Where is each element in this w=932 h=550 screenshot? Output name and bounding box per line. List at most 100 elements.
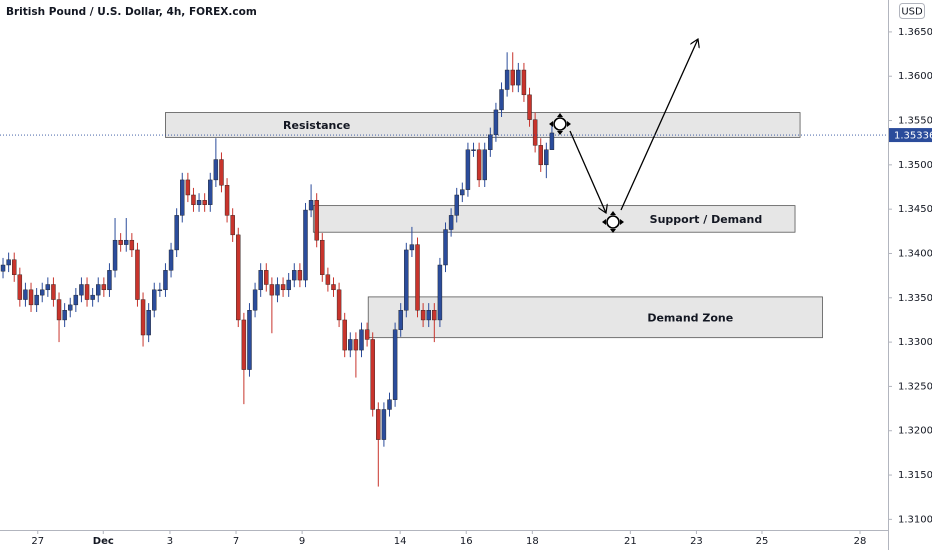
candle-body	[84, 284, 90, 300]
candle-body	[488, 134, 493, 150]
projection-arrow	[620, 39, 698, 211]
candle-body	[297, 270, 303, 281]
candle-body	[437, 264, 443, 321]
x-tick-label: Dec	[93, 536, 114, 547]
candle-body	[392, 329, 398, 400]
candle-body	[342, 319, 347, 351]
candle-body	[280, 284, 286, 291]
x-tick-label: 25	[756, 536, 769, 547]
candle-body	[336, 289, 342, 321]
candle-body	[521, 69, 527, 96]
y-tick-label: 1.34500	[898, 204, 932, 215]
candle-body	[370, 339, 375, 410]
candle-body	[443, 229, 448, 266]
candle-body	[90, 294, 95, 300]
x-tick-label: 16	[460, 536, 473, 547]
chart-title: British Pound / U.S. Dollar, 4h, FOREX.c…	[6, 6, 257, 18]
x-tick-label: 14	[394, 536, 407, 547]
candle-body	[448, 215, 454, 230]
x-tick-label: 28	[854, 536, 867, 547]
candle-body	[168, 249, 174, 271]
target-icon	[549, 113, 571, 135]
candle-body	[308, 200, 314, 211]
candle-body	[112, 239, 118, 271]
x-tick-label: 27	[31, 536, 44, 547]
candle-body	[140, 299, 146, 336]
candle-body	[230, 215, 235, 236]
y-tick-label: 1.31000	[898, 514, 932, 525]
candle-body	[129, 239, 135, 251]
zone	[165, 112, 801, 138]
candle-body	[185, 179, 191, 196]
candle-body	[493, 109, 499, 135]
candle-body	[62, 310, 67, 321]
candle-body	[163, 270, 168, 291]
candle-body	[415, 244, 420, 311]
candle-body	[549, 132, 555, 150]
x-tick-label: 23	[690, 536, 703, 547]
candle-body	[376, 409, 381, 440]
candle-body	[107, 270, 112, 291]
candle-body	[538, 145, 543, 166]
candle-body	[68, 304, 73, 311]
zone-label: Support / Demand	[650, 213, 763, 226]
projection-arrow	[569, 130, 606, 213]
candle-body	[510, 69, 515, 86]
candle-body	[544, 149, 549, 166]
currency-box[interactable]	[899, 3, 925, 19]
candle-body	[241, 319, 247, 370]
candle-body	[146, 310, 151, 336]
candle-body	[213, 159, 219, 181]
candle-body	[96, 284, 101, 296]
candle-body	[398, 310, 403, 330]
candle-body	[532, 119, 538, 146]
y-tick-label: 1.32500	[898, 381, 932, 392]
target-icon	[602, 211, 624, 233]
y-tick-label: 1.33500	[898, 293, 932, 304]
candle-body	[23, 289, 28, 300]
x-tick-label: 3	[167, 536, 173, 547]
candle-body	[236, 234, 241, 321]
candle-body	[432, 310, 437, 321]
candle-body	[40, 289, 45, 296]
candle-body	[152, 289, 157, 311]
candle-body	[247, 310, 252, 370]
candle-body	[331, 284, 336, 291]
candle-body	[258, 270, 263, 291]
candle-body	[303, 209, 308, 281]
x-tick-label: 7	[233, 536, 239, 547]
y-tick-label: 1.35000	[898, 160, 932, 171]
y-tick-label: 1.36000	[898, 71, 932, 82]
candle-body	[17, 274, 23, 300]
candle-body	[12, 259, 17, 275]
x-tick-label: 9	[299, 536, 305, 547]
currency-label[interactable]: USD	[901, 7, 923, 18]
candle-body	[45, 284, 51, 291]
candle-body	[387, 399, 392, 410]
candle-body	[0, 264, 6, 272]
candle-body	[135, 249, 140, 300]
candle-body	[320, 239, 325, 275]
candle-body	[359, 329, 364, 351]
candle-body	[264, 270, 269, 285]
candle-body	[202, 200, 207, 205]
y-tick-label: 1.35500	[898, 116, 932, 127]
last-price-box	[889, 128, 932, 143]
candle-body	[504, 69, 510, 90]
candle-body	[454, 194, 459, 216]
candle-body	[325, 274, 331, 285]
zone	[367, 296, 823, 339]
candle-body	[73, 294, 79, 306]
y-tick-label: 1.33000	[898, 337, 932, 348]
zone-label: Resistance	[283, 119, 350, 132]
candle-body	[460, 189, 465, 196]
x-tick-label: 21	[624, 536, 637, 547]
candle-body	[476, 149, 482, 181]
candle-body	[275, 284, 280, 296]
candle-body	[381, 409, 387, 440]
candle-body	[196, 200, 202, 205]
candle-body	[471, 149, 476, 151]
projection	[549, 39, 698, 233]
